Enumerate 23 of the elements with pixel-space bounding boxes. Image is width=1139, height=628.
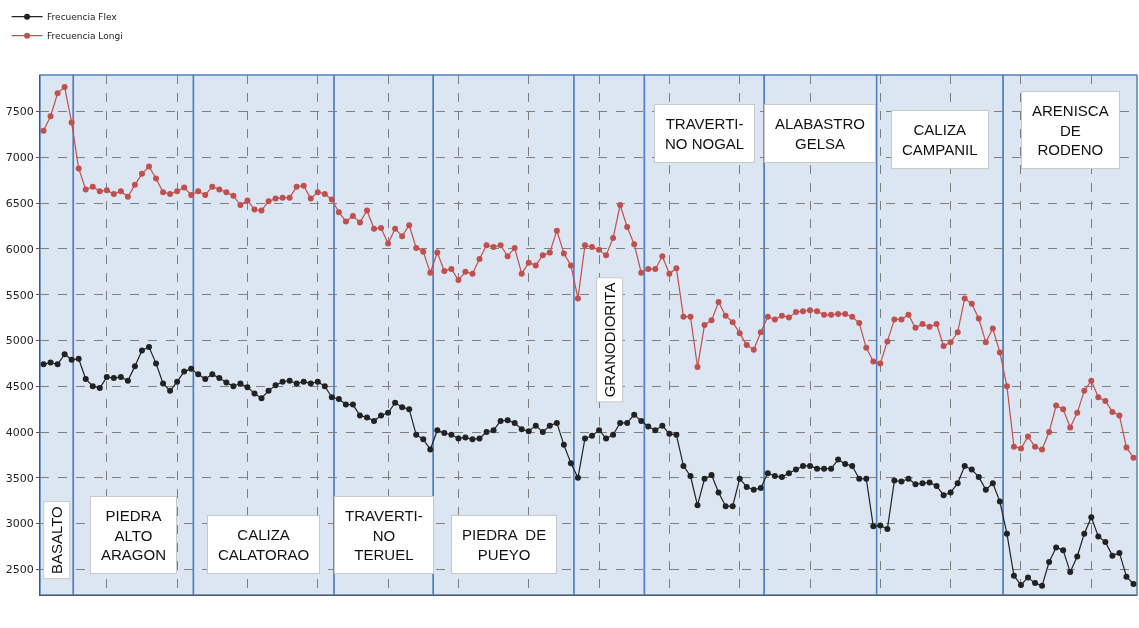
annotation: ALABASTRO GELSA	[775, 115, 866, 152]
y-tick-label: 6000	[5, 242, 34, 256]
annotation: TRAVERTI- NO TERUEL	[345, 507, 423, 563]
y-tick-label: 3000	[5, 517, 34, 531]
y-tick-label: 4000	[5, 425, 34, 439]
annotation: PIEDRA DE PUEYO	[462, 526, 547, 563]
annotation: ARENISCA DE RODENO	[1032, 102, 1109, 158]
y-tick-label: 6500	[5, 197, 34, 211]
annotation: TRAVERTI- NO NOGAL	[665, 115, 745, 152]
y-tick-label: 5000	[5, 334, 34, 348]
y-tick-label: 2500	[5, 563, 34, 577]
y-tick-label: 5500	[5, 288, 34, 302]
annotation: GRANODIORITA	[601, 282, 619, 398]
y-tick-label: 7000	[5, 151, 34, 165]
annotation: CALIZA CAMPANIL	[902, 121, 978, 158]
y-tick-label: 7500	[5, 105, 34, 119]
y-tick-label: 3500	[5, 471, 34, 485]
annotation: BASALTO	[48, 506, 66, 575]
legend-label: Frecuencia Longi	[47, 31, 123, 42]
annotation: PIEDRA ALTO ARAGON	[101, 507, 167, 563]
y-tick-label: 4500	[5, 380, 34, 394]
legend-label: Frecuencia Flex	[47, 12, 118, 23]
annotation: CALIZA CALATORAO	[218, 526, 310, 563]
